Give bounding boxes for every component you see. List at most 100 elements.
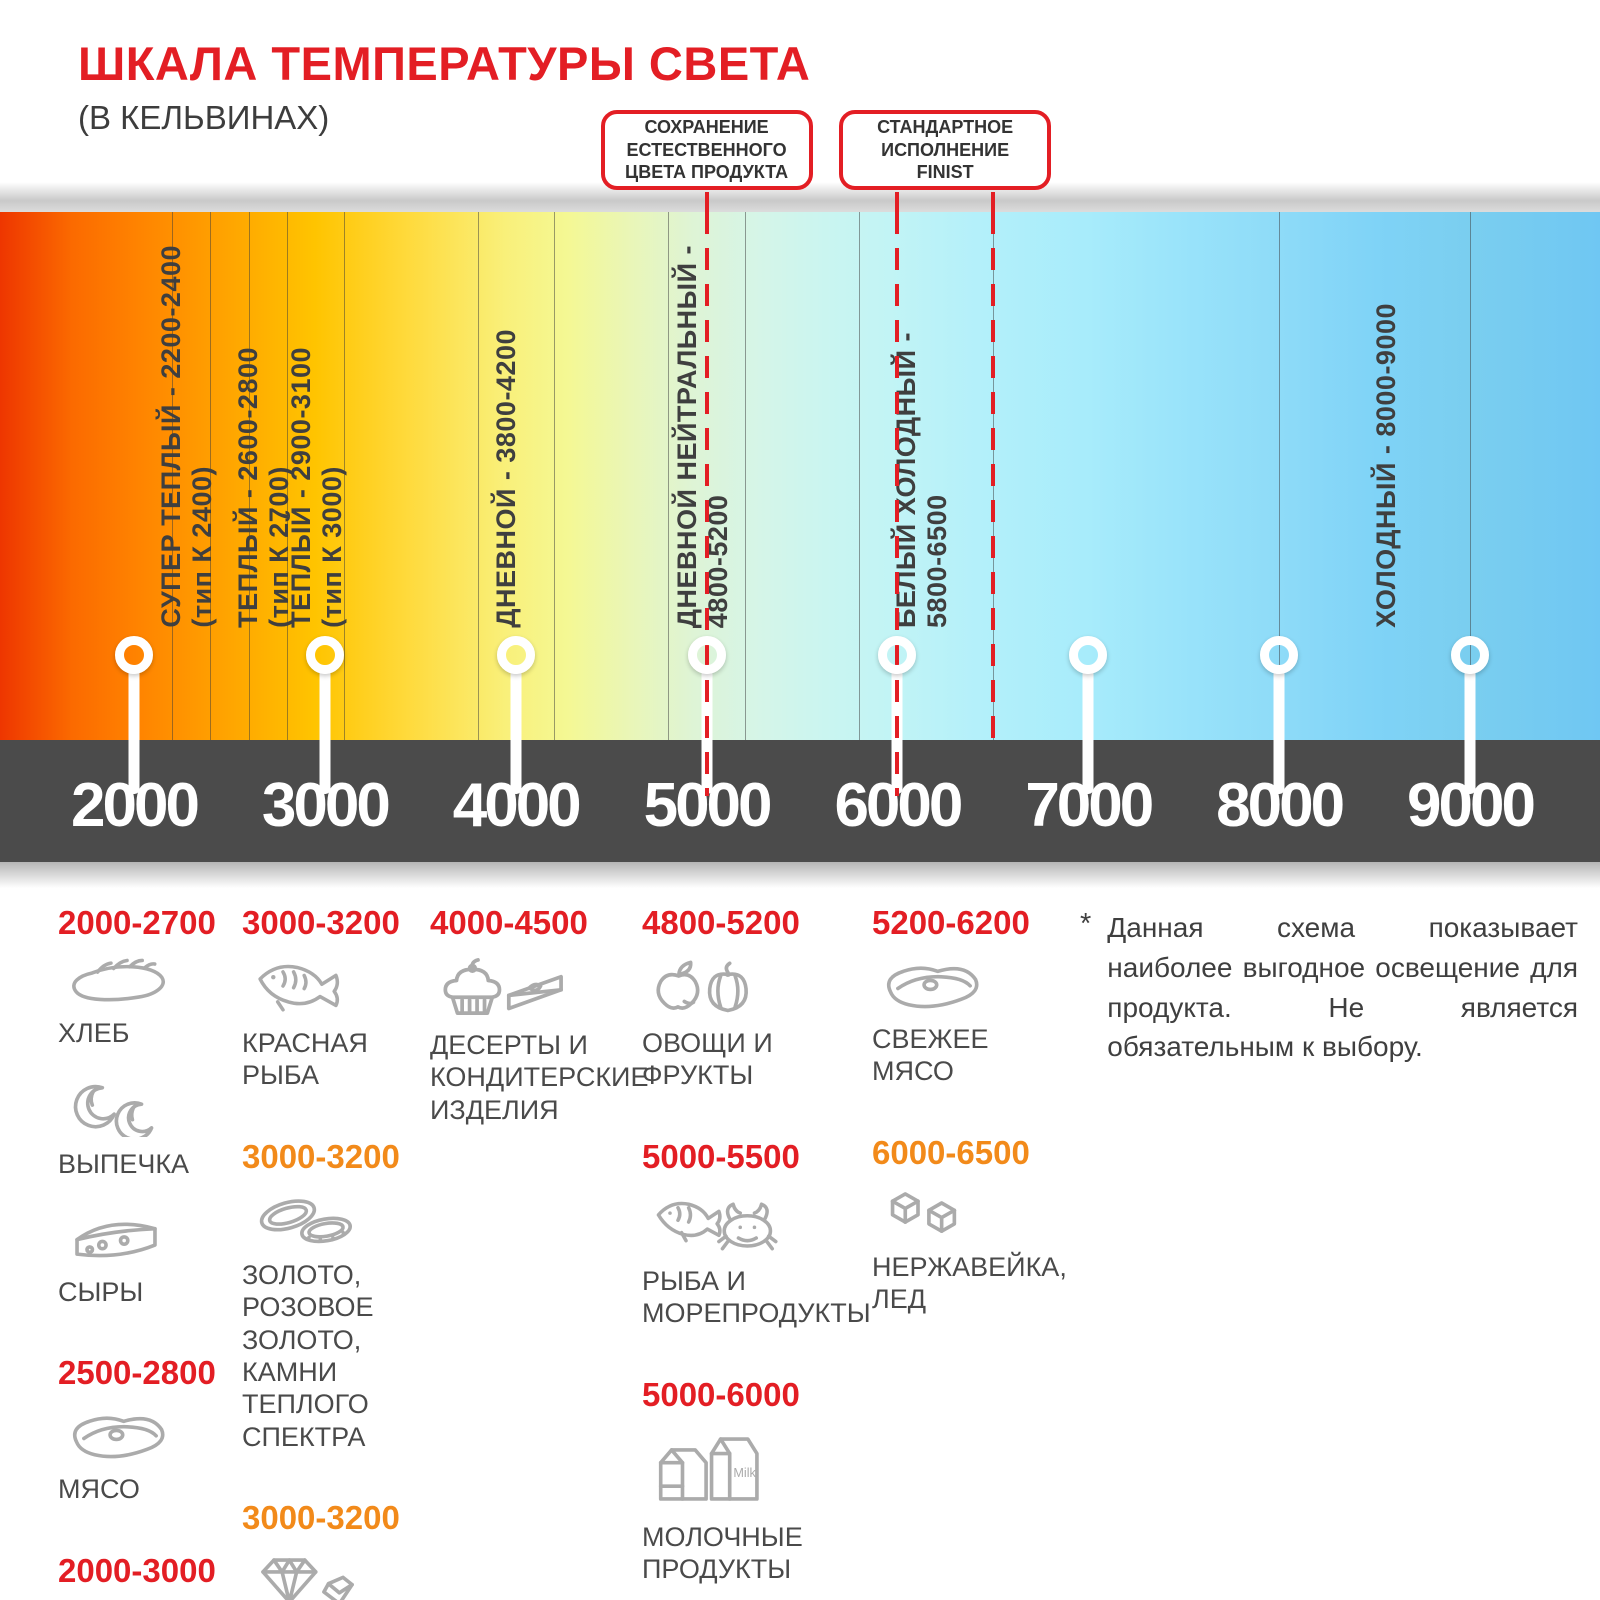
category-item: СЫРЫ	[58, 1207, 243, 1308]
category-group: 3000-3200 ЗОЛОТО, РОЗОВОЕ ЗОЛОТО, КАМНИ Т…	[242, 1138, 457, 1453]
category-group: 6000-6500 НЕРЖАВЕЙКА, ЛЕД	[872, 1134, 1072, 1316]
callout-box: СОХРАНЕНИЕ ЕСТЕСТВЕННОГО ЦВЕТА ПРОДУКТА	[600, 110, 813, 190]
zone-label-text: СУПЕР ТЕПЛЫЙ - 2200-2400 (тип К 2400)	[156, 245, 218, 628]
zone-label-text: ТЕПЛЫЙ - 2900-3100 (тип К 3000)	[286, 347, 348, 628]
category-group: 5000-5500 РЫБА И МОРЕПРОДУКТЫ	[642, 1138, 887, 1330]
milk-icon: Milk	[648, 1428, 887, 1515]
callout-box: СТАНДАРТНОЕ ИСПОЛНЕНИЕ FINIST	[839, 110, 1052, 190]
range-heading: 2000-2700	[58, 904, 216, 941]
category-column: 4000-4500 ДЕСЕРТЫ И КОНДИТЕРСКИЕ ИЗДЕЛИЯ	[430, 888, 649, 1172]
range-heading: 5000-6000	[642, 1375, 800, 1413]
range-heading: 3000-3200	[242, 904, 400, 941]
category-column: 2000-2700 ХЛЕБ ВЫПЕЧКА СЫРЫ 2500-2800 МЯСО 200…	[58, 888, 243, 1600]
category-item: Milk МОЛОЧНЫЕ ПРОДУКТЫ	[642, 1428, 887, 1586]
category-group: 3000-3200 СЕРЕБРО И БРИЛЛИАНТЫ	[242, 1499, 457, 1600]
category-item: ОВОЩИ И ФРУКТЫ	[642, 956, 887, 1092]
item-label: СЫРЫ	[58, 1276, 144, 1307]
zone-boundary-line	[668, 212, 670, 740]
range-heading: 5000-5500	[642, 1137, 800, 1175]
header: ШКАЛА ТЕМПЕРАТУРЫ СВЕТА (В КЕЛЬВИНАХ)	[78, 36, 810, 137]
zone-boundary-line	[248, 212, 250, 740]
category-column: 3000-3200 КРАСНАЯ РЫБА 3000-3200 ЗОЛОТО, РО…	[242, 888, 457, 1600]
croissant-icon	[64, 1075, 243, 1142]
footnote-text: Данная схема показывает наиболее выгодно…	[1107, 912, 1578, 1063]
category-column: 4800-5200 ОВОЩИ И ФРУКТЫ 5000-5500 РЫБА И М…	[642, 888, 887, 1600]
svg-text:Milk: Milk	[733, 1466, 756, 1480]
category-item: МЯСО	[58, 1406, 243, 1505]
category-item: ЗОЛОТО, РОЗОВОЕ ЗОЛОТО, КАМНИ ТЕПЛОГО СП…	[242, 1190, 457, 1453]
bread-icon	[64, 956, 243, 1011]
red-fish-icon	[248, 956, 457, 1021]
item-label: КРАСНАЯ РЫБА	[242, 1028, 368, 1091]
item-label: НЕРЖАВЕЙКА, ЛЕД	[872, 1251, 1067, 1315]
range-heading: 2500-2800	[58, 1354, 216, 1392]
page-title: ШКАЛА ТЕМПЕРАТУРЫ СВЕТА	[78, 37, 811, 90]
zone-boundary-line	[744, 212, 746, 740]
zone-label-text: ДНЕВНОЙ НЕЙТРАЛЬНЫЙ - 4800-5200	[671, 244, 733, 628]
range-heading: 4000-4500	[430, 904, 588, 941]
zone-boundary-line	[172, 212, 174, 740]
category-item: ДЕСЕРТЫ И КОНДИТЕРСКИЕ ИЗДЕЛИЯ	[430, 956, 649, 1126]
range-heading: 3000-3200	[242, 1137, 400, 1175]
category-item: ХЛЕБ	[58, 956, 243, 1049]
zone-boundary-line	[286, 212, 288, 740]
range-heading: 6000-6500	[872, 1133, 1030, 1171]
item-label: ВЫПЕЧКА	[58, 1149, 190, 1180]
zone-label-text: ХОЛОДНЫЙ - 8000-9000	[1370, 303, 1401, 628]
item-label: РЫБА И МОРЕПРОДУКТЫ	[642, 1265, 871, 1329]
cheese-icon	[64, 1207, 243, 1270]
zone-label-text: БЕЛЫЙ ХОЛОДНЫЙ - 5800-6500	[891, 332, 953, 628]
dessert-icon	[436, 956, 635, 1023]
item-label: МЯСО	[58, 1474, 140, 1505]
footnote: * Данная схема показывает наиболее выгод…	[1080, 908, 1578, 1067]
zone-label-text: ДНЕВНОЙ - 3800-4200	[490, 329, 521, 628]
gold-rings-icon	[248, 1190, 457, 1253]
zone-boundary-line	[210, 212, 212, 740]
range-heading: 3000-3200	[242, 1499, 400, 1537]
item-label: ХЛЕБ	[58, 1018, 130, 1048]
zone-boundary-line	[859, 212, 861, 740]
category-group: 3000-3200 КРАСНАЯ РЫБА	[242, 904, 457, 1092]
zone-boundary-line	[553, 212, 555, 740]
ice-icon	[878, 1186, 1072, 1245]
category-group: 4800-5200 ОВОЩИ И ФРУКТЫ	[642, 904, 887, 1092]
range-heading: 2000-3000	[58, 1551, 216, 1589]
kelvin-gradient-scale: СУПЕР ТЕПЛЫЙ - 2200-2400 (тип К 2400) ТЕП…	[0, 212, 1600, 740]
category-item: НЕРЖАВЕЙКА, ЛЕД	[872, 1186, 1072, 1316]
category-item: ВЫПЕЧКА	[58, 1075, 243, 1180]
zone-boundary-line	[1279, 212, 1281, 740]
bottom-shadow-band	[0, 862, 1600, 888]
vegetables-icon	[648, 956, 887, 1021]
red-dashed-line	[990, 212, 995, 740]
meat-icon	[64, 1406, 243, 1467]
item-label: СВЕЖЕЕ МЯСО	[872, 1024, 989, 1087]
seafood-icon	[648, 1190, 887, 1259]
kelvin-axis-bar	[0, 740, 1600, 862]
callout-leg	[990, 192, 995, 214]
diamond-icon	[248, 1551, 457, 1600]
callout-leg	[895, 192, 900, 214]
page-subtitle: (В КЕЛЬВИНАХ)	[78, 99, 330, 136]
category-item: СВЕЖЕЕ МЯСО	[872, 956, 1072, 1088]
item-label: ДЕСЕРТЫ И КОНДИТЕРСКИЕ ИЗДЕЛИЯ	[430, 1030, 649, 1125]
range-heading: 5200-6200	[872, 904, 1030, 941]
item-label: МОЛОЧНЫЕ ПРОДУКТЫ	[642, 1521, 803, 1584]
item-label: ОВОЩИ И ФРУКТЫ	[642, 1028, 773, 1091]
category-group: 2000-3000АКОГОЛЬ	[58, 1552, 243, 1600]
range-heading: 4800-5200	[642, 904, 800, 941]
red-dashed-line	[704, 212, 709, 796]
category-item: КРАСНАЯ РЫБА	[242, 956, 457, 1092]
item-label: ЗОЛОТО, РОЗОВОЕ ЗОЛОТО, КАМНИ ТЕПЛОГО СП…	[242, 1259, 374, 1452]
category-item: СЕРЕБРО И БРИЛЛИАНТЫ	[242, 1551, 457, 1600]
red-dashed-line	[895, 212, 900, 796]
fresh-meat-icon	[878, 956, 1072, 1017]
zone-boundary-line	[1470, 212, 1471, 740]
zone-boundary-line	[477, 212, 479, 740]
category-group: 4000-4500 ДЕСЕРТЫ И КОНДИТЕРСКИЕ ИЗДЕЛИЯ	[430, 904, 649, 1126]
callout-leg	[704, 192, 709, 214]
category-group: 2500-2800 МЯСО	[58, 1354, 243, 1505]
zone-boundary-line	[343, 212, 345, 740]
asterisk: *	[1080, 908, 1092, 940]
category-group: 2000-2700 ХЛЕБ ВЫПЕЧКА СЫРЫ	[58, 904, 243, 1308]
